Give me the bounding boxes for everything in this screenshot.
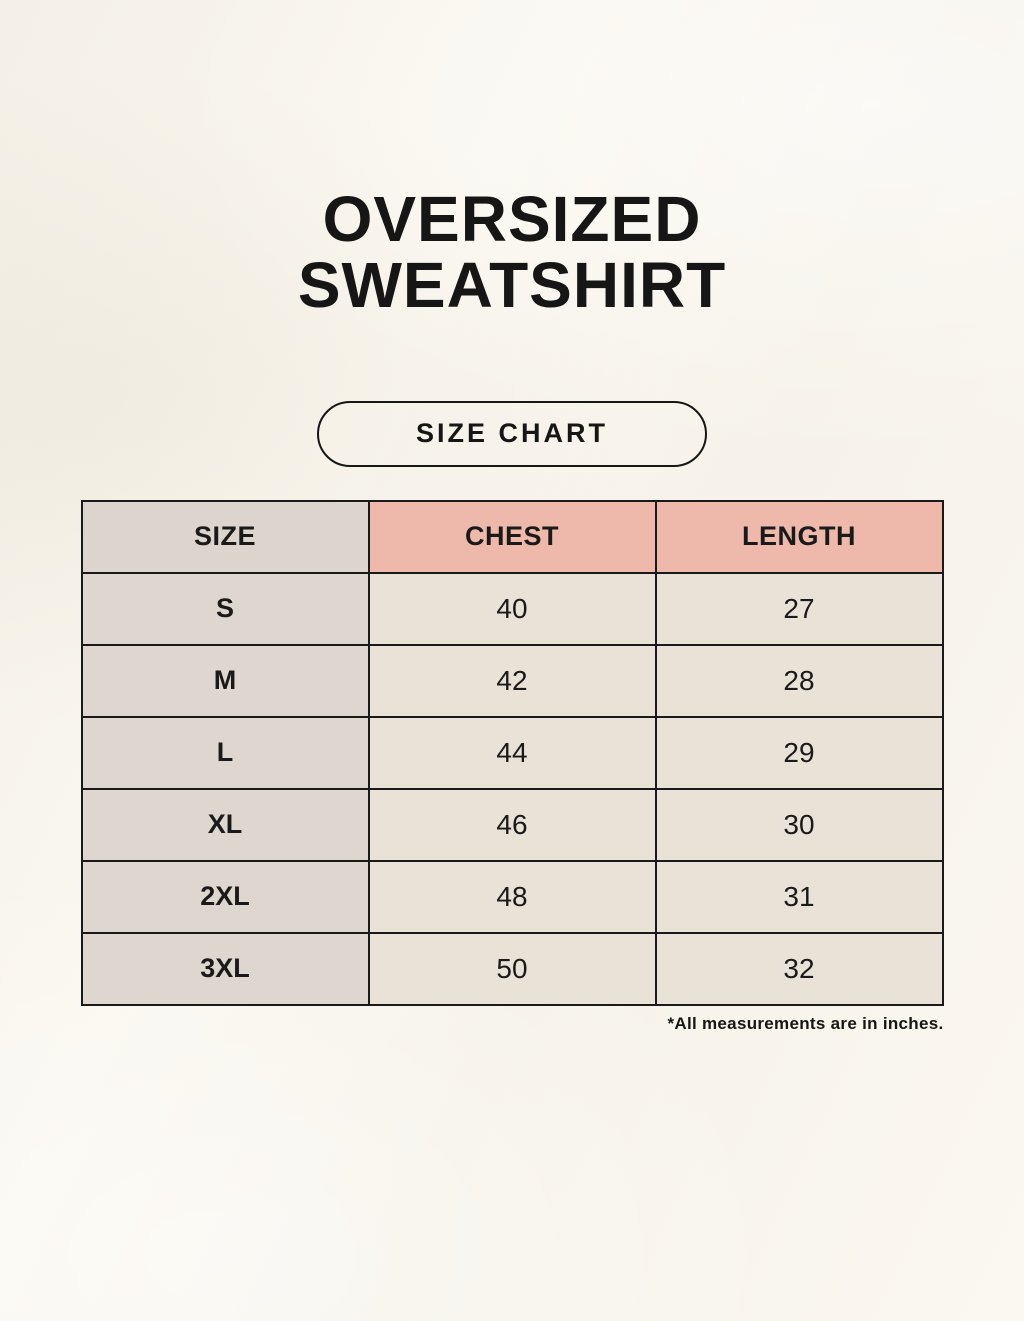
table-row: 3XL 50 32 <box>80 931 944 1006</box>
page-title: OVERSIZED SWEATSHIRT <box>298 186 726 318</box>
table-header-row: SIZE CHEST LENGTH <box>80 499 944 574</box>
chest-cell: 48 <box>367 859 657 934</box>
measurements-footnote: *All measurements are in inches. <box>667 1013 944 1033</box>
size-chart-table: SIZE CHEST LENGTH S 40 27 M 42 28 L 44 2… <box>80 499 944 1006</box>
size-cell: M <box>80 643 370 718</box>
size-cell: XL <box>80 787 370 862</box>
table-row: S 40 27 <box>80 571 944 646</box>
column-header-chest: CHEST <box>367 499 657 574</box>
table-row: M 42 28 <box>80 643 944 718</box>
length-cell: 31 <box>654 859 944 934</box>
column-header-size: SIZE <box>80 499 370 574</box>
page-title-line1: OVERSIZED <box>322 183 702 255</box>
table-row: 2XL 48 31 <box>80 859 944 934</box>
length-cell: 30 <box>654 787 944 862</box>
size-cell: S <box>80 571 370 646</box>
length-cell: 32 <box>654 931 944 1006</box>
size-cell: 3XL <box>80 931 370 1006</box>
chest-cell: 46 <box>367 787 657 862</box>
table-row: L 44 29 <box>80 715 944 790</box>
table-row: XL 46 30 <box>80 787 944 862</box>
size-chart-badge-label: SIZE CHART <box>416 418 608 449</box>
chest-cell: 50 <box>367 931 657 1006</box>
length-cell: 28 <box>654 643 944 718</box>
length-cell: 29 <box>654 715 944 790</box>
length-cell: 27 <box>654 571 944 646</box>
chest-cell: 42 <box>367 643 657 718</box>
size-cell: 2XL <box>80 859 370 934</box>
size-cell: L <box>80 715 370 790</box>
chest-cell: 44 <box>367 715 657 790</box>
column-header-length: LENGTH <box>654 499 944 574</box>
size-chart-badge: SIZE CHART <box>317 400 707 467</box>
chest-cell: 40 <box>367 571 657 646</box>
footnote-container: *All measurements are in inches. <box>81 1014 944 1034</box>
page-title-line2: SWEATSHIRT <box>297 249 727 321</box>
